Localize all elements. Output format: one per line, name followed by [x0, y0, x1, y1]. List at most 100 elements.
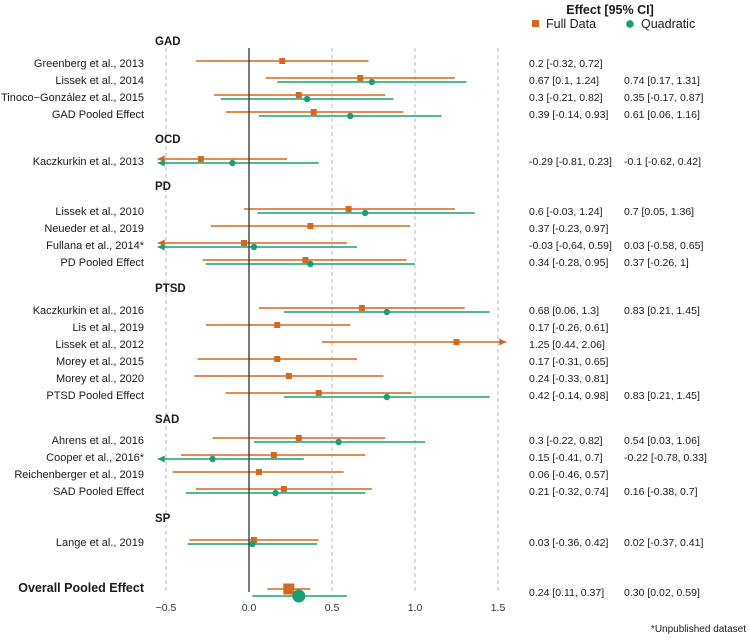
quadratic-point [383, 308, 390, 316]
full-data-effect-text: 1.25 [0.44, 2.06] [529, 339, 605, 351]
full-data-effect-text: 0.34 [-0.28, 0.95] [529, 257, 608, 269]
quadratic-effect-text: 0.7 [0.05, 1.36] [624, 206, 694, 218]
legend-full-label: Full Data [546, 17, 596, 31]
quadratic-effect-text: 0.83 [0.21, 1.45] [624, 305, 700, 317]
study-label: PD Pooled Effect [60, 257, 144, 269]
study-label: Lis et al., 2019 [72, 322, 144, 334]
study-label: Ahrens et al., 2016 [52, 435, 144, 447]
full-data-point [280, 486, 287, 492]
overall-pooled-label: Overall Pooled Effect [18, 581, 145, 595]
group-label-ocd: OCD [155, 134, 181, 146]
study-label: Neueder et al., 2019 [44, 223, 144, 235]
full-data-point [310, 109, 317, 115]
full-data-point [241, 240, 248, 246]
quadratic-ci-arrow [157, 159, 165, 167]
full-data-point [357, 75, 364, 81]
overall-full-text: 0.24 [0.11, 0.37] [529, 587, 604, 599]
study-label: SAD Pooled Effect [53, 486, 144, 498]
study-label: Fullana et al., 2014* [46, 240, 145, 252]
study-label: Greenberg et al., 2013 [34, 58, 144, 70]
x-tick-label: 1.5 [491, 602, 506, 614]
full-data-point [270, 452, 277, 458]
full-data-effect-text: 0.06 [-0.46, 0.57] [529, 469, 608, 481]
x-tick-label: −0.5 [156, 602, 177, 614]
overall-quad-text: 0.30 [0.02, 0.59] [624, 587, 700, 599]
quadratic-point [362, 209, 369, 217]
full-data-effect-text: 0.68 [0.06, 1.3] [529, 305, 599, 317]
study-label: Lange et al., 2019 [56, 537, 144, 549]
group-label-pd: PD [155, 181, 171, 193]
full-data-effect-text: 0.67 [0.1, 1.24] [529, 75, 599, 87]
quadratic-effect-text: 0.02 [-0.37, 0.41] [624, 537, 703, 549]
study-label: Tinoco−González et al., 2015 [1, 92, 144, 104]
study-label: PTSD Pooled Effect [46, 390, 144, 402]
full-data-effect-text: 0.21 [-0.32, 0.74] [529, 486, 608, 498]
quadratic-point [209, 455, 216, 463]
full-data-point [302, 257, 309, 263]
quadratic-effect-text: 0.61 [0.06, 1.16] [624, 109, 700, 121]
footnote: *Unpublished dataset [651, 624, 746, 635]
full-data-point [285, 373, 292, 379]
group-label-sad: SAD [155, 414, 179, 426]
study-label: Kaczkurkin et al., 2016 [33, 305, 144, 317]
legend-quad-marker [626, 20, 634, 28]
x-tick-label: 0.5 [325, 602, 340, 614]
full-data-effect-text: 0.6 [-0.03, 1.24] [529, 206, 603, 218]
full-data-effect-text: 0.24 [-0.33, 0.81] [529, 373, 608, 385]
quadratic-effect-text: 0.37 [-0.26, 1] [624, 257, 689, 269]
overall-full-point [283, 583, 295, 595]
full-data-point [295, 92, 302, 98]
quadratic-point [250, 243, 258, 251]
full-data-effect-text: 0.17 [-0.26, 0.61] [529, 322, 608, 334]
study-label: Kaczkurkin et al., 2013 [33, 156, 144, 168]
quadratic-effect-text: -0.22 [-0.78, 0.33] [624, 452, 707, 464]
study-label: Cooper et al., 2016* [46, 452, 145, 464]
full-data-point [358, 305, 365, 311]
group-label-sp: SP [155, 513, 171, 525]
full-data-effect-text: 0.3 [-0.21, 0.82] [529, 92, 603, 104]
full-data-point [255, 469, 262, 475]
full-data-effect-text: 0.03 [-0.36, 0.42] [529, 537, 608, 549]
full-data-effect-text: -0.29 [-0.81, 0.23] [529, 156, 612, 168]
full-data-effect-text: 0.17 [-0.31, 0.65] [529, 356, 608, 368]
full-data-point [274, 356, 281, 362]
quadratic-point [303, 95, 311, 103]
full-data-point [250, 537, 257, 543]
full-data-point [345, 206, 352, 212]
full-data-point [307, 223, 314, 229]
full-data-effect-text: -0.03 [-0.64, 0.59] [529, 240, 612, 252]
quadratic-point [347, 112, 354, 120]
full-data-effect-text: 0.42 [-0.14, 0.98] [529, 390, 608, 402]
full-data-point [315, 390, 322, 396]
quadratic-effect-text: 0.16 [-0.38, 0.7] [624, 486, 698, 498]
quadratic-effect-text: 0.03 [-0.58, 0.65] [624, 240, 703, 252]
x-tick-label: 1.0 [408, 602, 423, 614]
full-data-effect-text: 0.39 [-0.14, 0.93] [529, 109, 608, 121]
quadratic-effect-text: 0.83 [0.21, 1.45] [624, 390, 700, 402]
study-label: Lissek et al., 2012 [55, 339, 144, 351]
full-data-point [274, 322, 281, 328]
study-label: Morey et al., 2020 [56, 373, 144, 385]
study-label: Reichenberger et al., 2019 [14, 469, 144, 481]
full-data-point [295, 435, 302, 441]
full-data-effect-text: 0.37 [-0.23, 0.97] [529, 223, 608, 235]
quadratic-effect-text: -0.1 [-0.62, 0.42] [624, 156, 701, 168]
full-data-point [279, 58, 286, 64]
quadratic-effect-text: 0.74 [0.17, 1.31] [624, 75, 700, 87]
full-data-effect-text: 0.3 [-0.22, 0.82] [529, 435, 603, 447]
full-data-effect-text: 0.15 [-0.41, 0.7] [529, 452, 603, 464]
overall-quad-point [292, 589, 306, 603]
quadratic-ci-arrow [157, 455, 165, 463]
effect-column-title: Effect [95% CI] [566, 3, 654, 17]
x-tick-label: 0.0 [242, 602, 257, 614]
study-label: Morey et al., 2015 [56, 356, 144, 368]
quadratic-point [229, 159, 236, 167]
full-data-effect-text: 0.2 [-0.32, 0.72] [529, 58, 603, 70]
study-label: Lissek et al., 2010 [55, 206, 144, 218]
quadratic-point [272, 489, 279, 497]
study-label: GAD Pooled Effect [52, 109, 144, 121]
quadratic-point [249, 540, 256, 548]
full-data-ci-arrow [499, 338, 507, 346]
quadratic-effect-text: 0.35 [-0.17, 0.87] [624, 92, 703, 104]
